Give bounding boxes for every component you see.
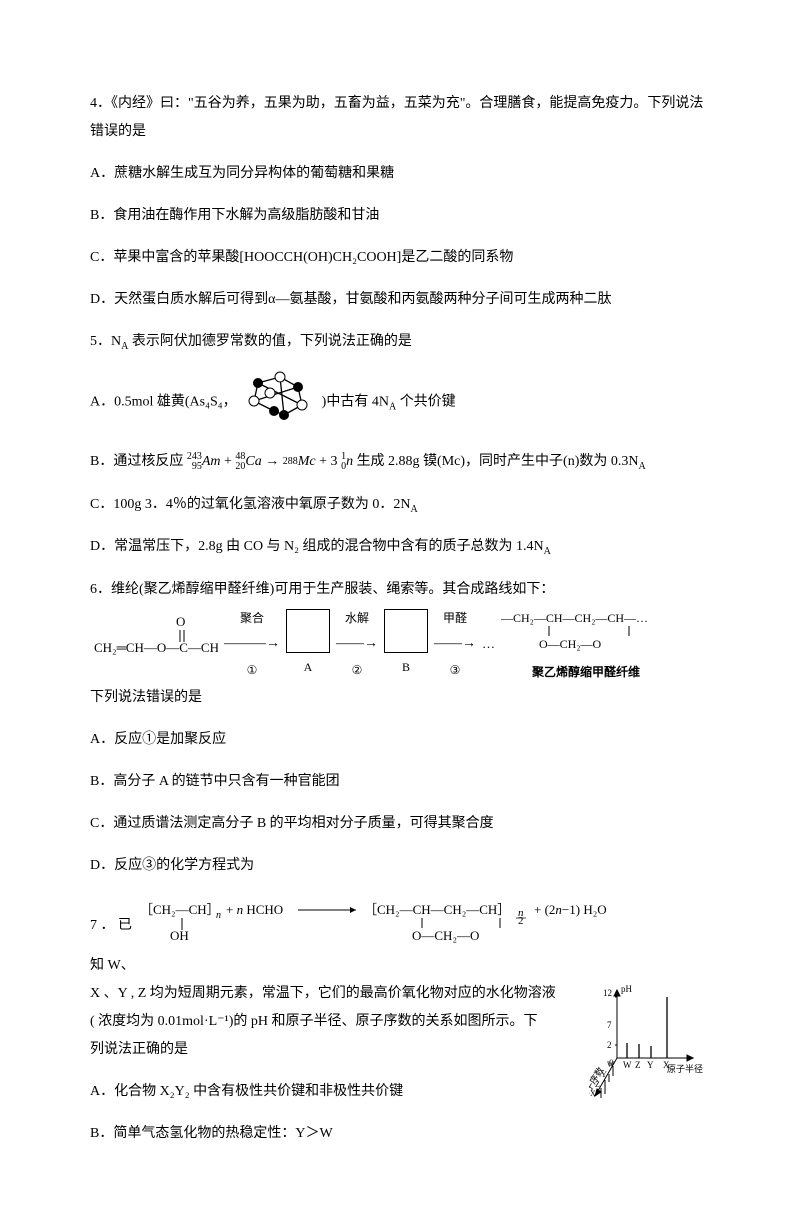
- q6-opt-a: A．反应①是加聚反应: [90, 726, 704, 754]
- svg-text:7: 7: [607, 1020, 612, 1030]
- q4-stem: 4．《内经》曰："五谷为养，五果为助，五畜为益，五菜为充"。合理膳食，能提高免疫…: [90, 90, 704, 146]
- q5-stem: 5．NA 表示阿伏加德罗常数的值，下列说法正确的是: [90, 328, 704, 357]
- q6-substem: 下列说法错误的是: [90, 684, 704, 712]
- q5-opt-b: B．通过核反应 24395Am + 4820Ca → 288Mc + 3 10n…: [90, 448, 704, 477]
- svg-text:Y: Y: [601, 1070, 607, 1079]
- svg-text:pH: pH: [621, 984, 633, 994]
- svg-text:［CH₂—CH—CH₂—CH］: ［CH₂—CH—CH₂—CH］: [364, 902, 510, 917]
- q4-opt-c: C．苹果中富含的苹果酸[HOOCCH(OH)CH₂COOH]是乙二酸的同系物: [90, 244, 704, 272]
- svg-text:OH: OH: [170, 928, 189, 943]
- q6-opt-c: C．通过质谱法测定高分子 B 的平均相对分子质量，可得其聚合度: [90, 810, 704, 838]
- svg-text:—CH₂—CH—CH₂—CH—…: —CH₂—CH—CH₂—CH—…: [501, 611, 648, 625]
- q6-synthesis-route: CH₂═CH—O—C—CH₃ O 聚合———→① A 水解——→② B 甲醛——…: [90, 604, 704, 684]
- q5-opt-a: A．0.5mol 雄黄(As₄S₄， )中古有 4NA 个共价键: [90, 371, 704, 434]
- svg-text:W: W: [607, 1060, 615, 1069]
- q6-stem: 6．维纶(聚乙烯醇缩甲醛纤维)可用于生产服装、绳索等。其合成路线如下：: [90, 576, 704, 604]
- vinyl-acetate-structure-icon: CH₂═CH—O—C—CH₃ O: [90, 612, 218, 677]
- q4-opt-b: B．食用油在酶作用下水解为高级脂肪酸和甘油: [90, 202, 704, 230]
- svg-text:O—CH₂—O: O—CH₂—O: [539, 637, 602, 651]
- svg-text:Z: Z: [635, 1060, 641, 1070]
- svg-text:n: n: [216, 910, 221, 921]
- reaction-equation-icon: ［CH₂—CH］n OH + n HCHO ［CH₂—CH—CH₂—CH］ O—…: [140, 894, 610, 958]
- q5-opt-c: C．100g 3．4％的过氧化氢溶液中氧原子数为 0．2NA: [90, 491, 704, 520]
- svg-text:2: 2: [607, 1040, 612, 1050]
- svg-text:W: W: [623, 1060, 632, 1070]
- q5-opt-d: D．常温常压下，2.8g 由 CO 与 N₂ 组成的混合物中含有的质子总数为 1…: [90, 533, 704, 562]
- svg-text:原子半径: 原子半径: [667, 1063, 703, 1074]
- q7-opt-b: B．简单气态氢化物的热稳定性：Y＞W: [90, 1120, 704, 1148]
- svg-text:O: O: [176, 614, 185, 629]
- realgar-structure-icon: [240, 371, 318, 434]
- svg-text:12: 12: [603, 988, 612, 998]
- q4-opt-d: D．天然蛋白质水解后可得到α—氨基酸，甘氨酸和丙氨酸两种分子间可生成两种二肽: [90, 286, 704, 314]
- svg-text:Z: Z: [595, 1080, 600, 1089]
- svg-text:+ (2n−1) H₂O: + (2n−1) H₂O: [534, 902, 607, 917]
- q7-line1: 7 ． 已 ［CH₂—CH］n OH + n HCHO ［CH₂—CH—CH₂—…: [90, 894, 704, 958]
- svg-text:［CH₂—CH］: ［CH₂—CH］: [140, 902, 220, 917]
- q6-opt-d: D．反应③的化学方程式为: [90, 852, 704, 880]
- svg-text:2: 2: [518, 915, 524, 927]
- svg-text:X: X: [663, 1060, 670, 1070]
- svg-text:X: X: [590, 1089, 596, 1098]
- q7-3d-graph: 12 7 2 0 pH 原子半径 原子序数 WZYX WYZX: [589, 980, 704, 1116]
- product-structure-icon: —CH₂—CH—CH₂—CH—… O—CH₂—O 聚乙烯醇缩甲醛纤维: [501, 604, 671, 684]
- q6-opt-b: B．高分子 A 的链节中只含有一种官能团: [90, 768, 704, 796]
- q4-opt-a: A．蔗糖水解生成互为同分异构体的葡萄糖和果糖: [90, 160, 704, 188]
- svg-text:+ n HCHO: + n HCHO: [226, 902, 283, 917]
- svg-text:O—CH₂—O: O—CH₂—O: [412, 928, 479, 943]
- svg-text:Y: Y: [647, 1060, 654, 1070]
- svg-text:CH₂═CH—O—C—CH₃: CH₂═CH—O—C—CH₃: [94, 640, 218, 655]
